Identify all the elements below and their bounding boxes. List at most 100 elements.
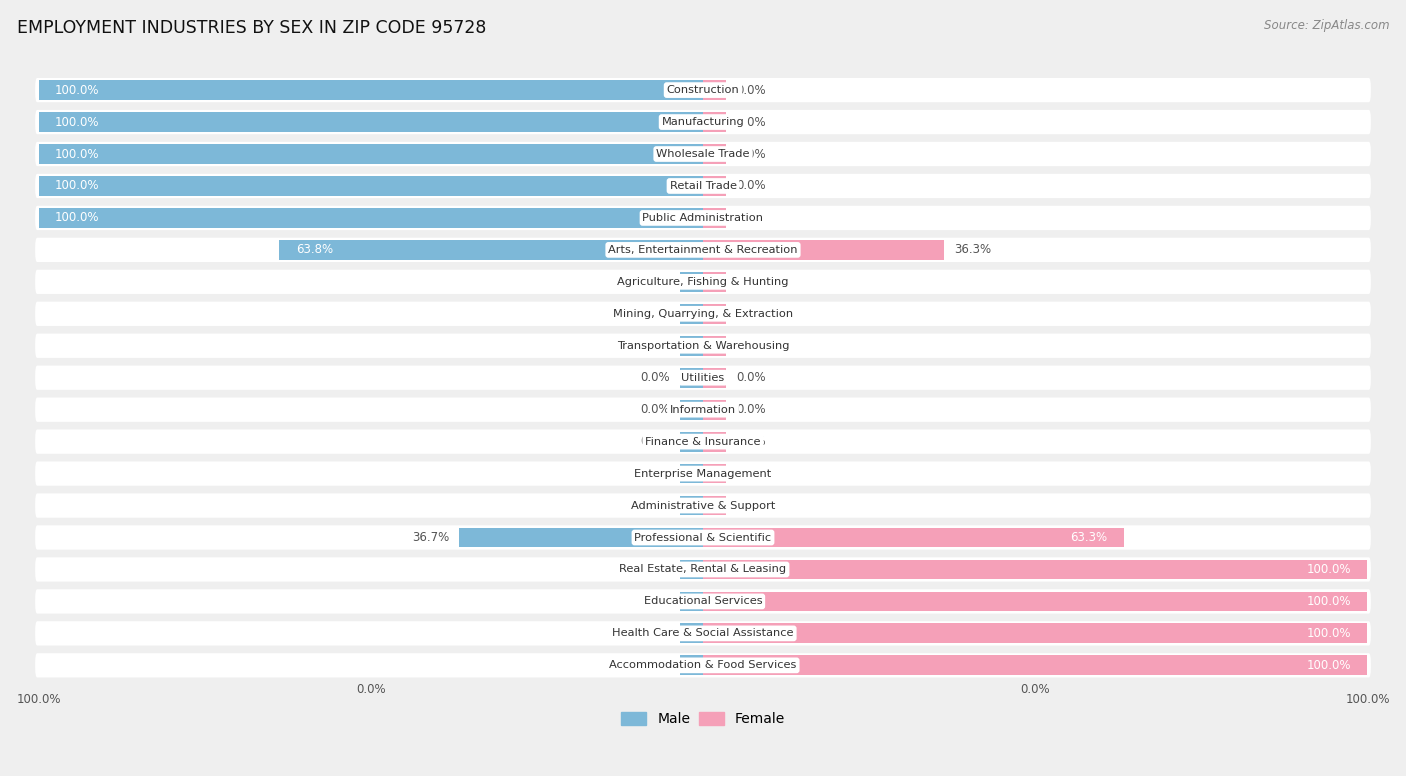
FancyBboxPatch shape xyxy=(35,525,1371,549)
Text: Real Estate, Rental & Leasing: Real Estate, Rental & Leasing xyxy=(620,564,786,574)
Text: Public Administration: Public Administration xyxy=(643,213,763,223)
Bar xyxy=(679,336,703,355)
Bar xyxy=(679,368,703,388)
Bar xyxy=(679,304,703,324)
Text: 0.0%: 0.0% xyxy=(737,84,766,96)
Text: 100.0%: 100.0% xyxy=(1306,627,1351,640)
Text: 100.0%: 100.0% xyxy=(55,211,100,224)
Text: 0.0%: 0.0% xyxy=(737,116,766,129)
Bar xyxy=(703,591,1368,611)
Text: 0.0%: 0.0% xyxy=(1021,683,1050,696)
Bar xyxy=(38,144,703,164)
Text: 0.0%: 0.0% xyxy=(640,435,669,448)
Text: 100.0%: 100.0% xyxy=(55,147,100,161)
Text: 0.0%: 0.0% xyxy=(640,499,669,512)
Text: 0.0%: 0.0% xyxy=(640,339,669,352)
Bar xyxy=(38,113,703,132)
Text: Enterprise Management: Enterprise Management xyxy=(634,469,772,479)
Bar xyxy=(679,400,703,420)
Text: 0.0%: 0.0% xyxy=(737,339,766,352)
Bar xyxy=(703,623,1368,643)
Text: 0.0%: 0.0% xyxy=(356,683,385,696)
Text: 0.0%: 0.0% xyxy=(640,275,669,289)
Text: Retail Trade: Retail Trade xyxy=(669,181,737,191)
FancyBboxPatch shape xyxy=(35,557,1371,581)
Text: 0.0%: 0.0% xyxy=(737,371,766,384)
FancyBboxPatch shape xyxy=(35,237,1371,262)
Text: Construction: Construction xyxy=(666,85,740,95)
Bar xyxy=(703,113,727,132)
Text: 0.0%: 0.0% xyxy=(640,371,669,384)
Text: 0.0%: 0.0% xyxy=(640,307,669,320)
Text: 100.0%: 100.0% xyxy=(55,116,100,129)
Text: 0.0%: 0.0% xyxy=(737,179,766,192)
Text: 63.3%: 63.3% xyxy=(1070,531,1107,544)
Bar xyxy=(38,176,703,196)
FancyBboxPatch shape xyxy=(35,462,1371,486)
Bar xyxy=(703,431,727,452)
Text: 0.0%: 0.0% xyxy=(737,275,766,289)
FancyBboxPatch shape xyxy=(35,78,1371,102)
Bar xyxy=(703,400,727,420)
Text: 36.7%: 36.7% xyxy=(412,531,449,544)
Bar xyxy=(703,304,727,324)
Bar xyxy=(703,176,727,196)
FancyBboxPatch shape xyxy=(35,270,1371,294)
Text: 36.3%: 36.3% xyxy=(955,244,991,256)
Text: Professional & Scientific: Professional & Scientific xyxy=(634,532,772,542)
Text: Health Care & Social Assistance: Health Care & Social Assistance xyxy=(612,629,794,639)
Bar xyxy=(703,559,1368,580)
Bar xyxy=(38,208,703,228)
FancyBboxPatch shape xyxy=(35,302,1371,326)
FancyBboxPatch shape xyxy=(35,622,1371,646)
FancyBboxPatch shape xyxy=(35,589,1371,614)
Bar xyxy=(703,496,727,515)
Text: Educational Services: Educational Services xyxy=(644,597,762,606)
Text: 63.8%: 63.8% xyxy=(295,244,333,256)
Text: EMPLOYMENT INDUSTRIES BY SEX IN ZIP CODE 95728: EMPLOYMENT INDUSTRIES BY SEX IN ZIP CODE… xyxy=(17,19,486,37)
Bar xyxy=(703,240,945,260)
Bar xyxy=(679,272,703,292)
Bar xyxy=(703,368,727,388)
Text: Wholesale Trade: Wholesale Trade xyxy=(657,149,749,159)
Text: 0.0%: 0.0% xyxy=(737,307,766,320)
FancyBboxPatch shape xyxy=(35,494,1371,518)
Text: Agriculture, Fishing & Hunting: Agriculture, Fishing & Hunting xyxy=(617,277,789,287)
Text: 100.0%: 100.0% xyxy=(1306,659,1351,672)
Bar xyxy=(679,464,703,483)
FancyBboxPatch shape xyxy=(35,429,1371,454)
Text: 0.0%: 0.0% xyxy=(640,595,669,608)
Text: Source: ZipAtlas.com: Source: ZipAtlas.com xyxy=(1264,19,1389,33)
Bar xyxy=(679,559,703,580)
Bar xyxy=(703,272,727,292)
Text: 0.0%: 0.0% xyxy=(640,627,669,640)
Text: Manufacturing: Manufacturing xyxy=(662,117,744,127)
Text: 100.0%: 100.0% xyxy=(55,84,100,96)
FancyBboxPatch shape xyxy=(35,653,1371,677)
Bar xyxy=(703,656,1368,675)
Text: Arts, Entertainment & Recreation: Arts, Entertainment & Recreation xyxy=(609,245,797,255)
FancyBboxPatch shape xyxy=(35,174,1371,198)
Text: 0.0%: 0.0% xyxy=(737,499,766,512)
Legend: Male, Female: Male, Female xyxy=(616,706,790,732)
FancyBboxPatch shape xyxy=(35,110,1371,134)
FancyBboxPatch shape xyxy=(35,206,1371,230)
Text: 0.0%: 0.0% xyxy=(737,404,766,416)
FancyBboxPatch shape xyxy=(35,334,1371,358)
Text: 100.0%: 100.0% xyxy=(1306,595,1351,608)
Text: 0.0%: 0.0% xyxy=(640,659,669,672)
Bar xyxy=(679,591,703,611)
Bar xyxy=(703,464,727,483)
Bar xyxy=(703,80,727,100)
Bar xyxy=(703,208,727,228)
Text: 0.0%: 0.0% xyxy=(737,467,766,480)
Text: 0.0%: 0.0% xyxy=(640,404,669,416)
Text: 100.0%: 100.0% xyxy=(1306,563,1351,576)
Text: Mining, Quarrying, & Extraction: Mining, Quarrying, & Extraction xyxy=(613,309,793,319)
Text: 0.0%: 0.0% xyxy=(737,211,766,224)
Bar xyxy=(703,528,1123,547)
Text: 0.0%: 0.0% xyxy=(640,467,669,480)
Text: Administrative & Support: Administrative & Support xyxy=(631,501,775,511)
Text: 0.0%: 0.0% xyxy=(737,435,766,448)
Text: Utilities: Utilities xyxy=(682,372,724,383)
